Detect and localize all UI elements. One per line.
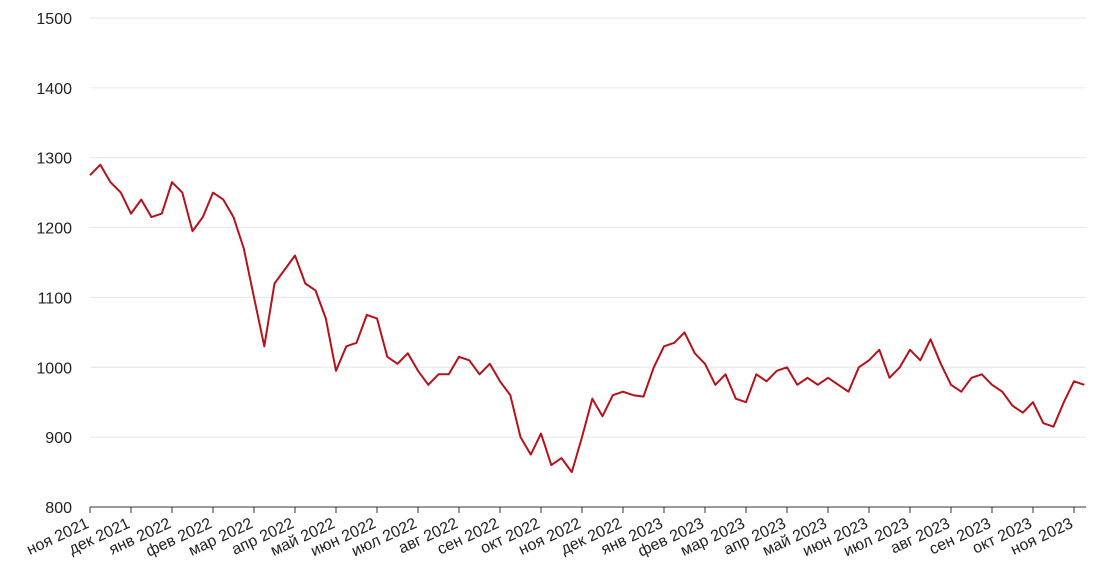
y-tick-label: 1500 <box>36 11 72 28</box>
y-tick-label: 1300 <box>36 151 72 168</box>
y-tick-label: 800 <box>45 500 72 517</box>
y-tick-label: 1200 <box>36 221 72 238</box>
y-tick-label: 1400 <box>36 81 72 98</box>
y-tick-label: 1000 <box>36 360 72 377</box>
y-tick-label: 1100 <box>38 290 73 307</box>
y-tick-label: 900 <box>45 430 72 447</box>
line <box>89 163 1085 474</box>
